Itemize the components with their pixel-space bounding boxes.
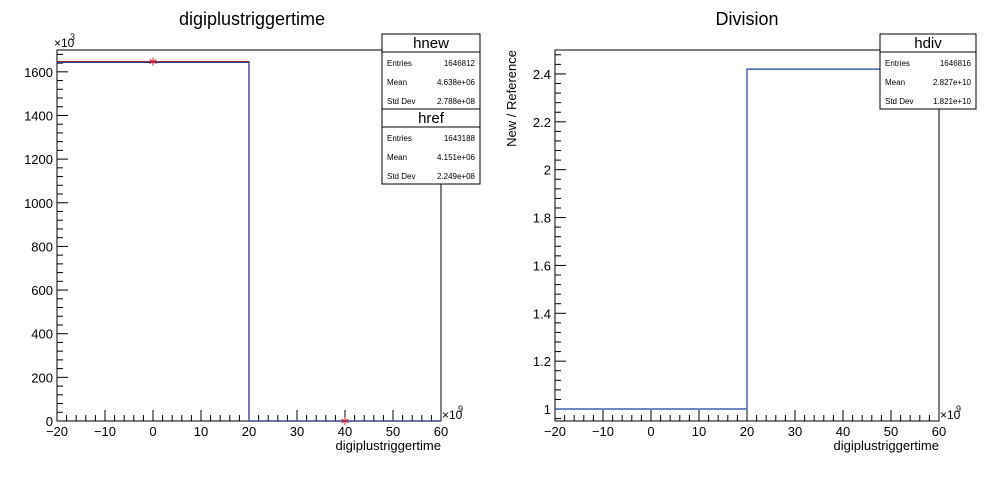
y-axis-label: New / Reference bbox=[504, 50, 519, 147]
x-tick-label: 50 bbox=[884, 424, 898, 439]
stats-value: 2.249e+08 bbox=[437, 172, 476, 181]
stats-value: 4.638e+06 bbox=[437, 78, 476, 87]
y-tick-label: 1 bbox=[544, 402, 551, 417]
stats-value: 1643188 bbox=[444, 134, 476, 143]
y-tick-label: 1400 bbox=[24, 108, 53, 123]
x-multiplier: ×10 bbox=[442, 408, 463, 422]
stats-label: Std Dev bbox=[387, 97, 415, 106]
chart-title: Division bbox=[715, 9, 778, 29]
y-tick-label: 2.2 bbox=[533, 115, 551, 130]
x-tick-label: 0 bbox=[647, 424, 654, 439]
marker-stroke bbox=[341, 418, 349, 424]
y-tick-label: 1.8 bbox=[533, 211, 551, 226]
x-tick-label: 10 bbox=[194, 424, 208, 439]
stats-box-name: hnew bbox=[413, 35, 449, 52]
y-multiplier-exponent: 3 bbox=[70, 32, 75, 42]
x-tick-label: −10 bbox=[592, 424, 614, 439]
stats-label: Entries bbox=[387, 59, 412, 68]
x-tick-label: −20 bbox=[46, 424, 68, 439]
stats-value: 1646812 bbox=[444, 59, 476, 68]
y-tick-label: 600 bbox=[31, 283, 53, 298]
x-tick-label: 20 bbox=[242, 424, 256, 439]
stats-label: Std Dev bbox=[885, 97, 913, 106]
y-tick-label: 2 bbox=[544, 163, 551, 178]
stats-label: Entries bbox=[885, 59, 910, 68]
stats-value: 1646816 bbox=[940, 59, 972, 68]
y-tick-label: 1200 bbox=[24, 152, 53, 167]
x-multiplier: ×10 bbox=[940, 408, 961, 422]
stats-box-name: hdiv bbox=[914, 35, 942, 52]
y-tick-label: 2.4 bbox=[533, 67, 551, 82]
y-multiplier: ×10 bbox=[54, 36, 75, 50]
x-multiplier-exponent: 9 bbox=[956, 404, 961, 414]
stats-label: Mean bbox=[387, 153, 407, 162]
stats-label: Entries bbox=[387, 134, 412, 143]
x-tick-label: 0 bbox=[149, 424, 156, 439]
x-tick-label: 30 bbox=[290, 424, 304, 439]
panel-division: Division −20 −10 0 10 20 30 40 50 60 1 1.2 1.4 1.6 1.8… bbox=[504, 9, 977, 453]
x-tick-label: 60 bbox=[434, 424, 448, 439]
y-tick-label: 1.6 bbox=[533, 258, 551, 273]
stats-value: 2.827e+10 bbox=[933, 78, 972, 87]
x-tick-label: 20 bbox=[740, 424, 754, 439]
x-axis-label: digiplustriggertime bbox=[336, 438, 442, 453]
x-tick-label: 60 bbox=[932, 424, 946, 439]
x-multiplier-exponent: 9 bbox=[458, 404, 463, 414]
stats-box-frame bbox=[381, 33, 481, 110]
y-tick-label: 200 bbox=[31, 370, 53, 385]
y-tick-label: 1.2 bbox=[533, 354, 551, 369]
y-tick-label: 1000 bbox=[24, 196, 53, 211]
series-hdiv bbox=[555, 68, 939, 410]
y-tick-label: 400 bbox=[31, 327, 53, 342]
stats-box-name: href bbox=[418, 110, 445, 127]
x-tick-label: 10 bbox=[692, 424, 706, 439]
x-tick-label: 30 bbox=[788, 424, 802, 439]
stats-box-frame bbox=[879, 33, 977, 110]
marker-stroke bbox=[149, 59, 157, 65]
stats-value: 1.821e+10 bbox=[933, 97, 972, 106]
stats-label: Mean bbox=[885, 78, 905, 87]
y-tick-label: 1600 bbox=[24, 65, 53, 80]
marker-hnew bbox=[149, 57, 157, 66]
y-tick-label: 0 bbox=[46, 414, 53, 429]
stats-value: 2.788e+08 bbox=[437, 97, 476, 106]
marker-hnew bbox=[341, 417, 349, 425]
stats-box-hdiv: hdiv Entries 1646816 Mean 2.827e+10 Std Dev 1.… bbox=[879, 33, 977, 110]
stats-label: Std Dev bbox=[387, 172, 415, 181]
panel-digiplustriggertime: digiplustriggertime−20 −10 0 10 20 30 40 50 6002… bbox=[24, 9, 481, 453]
x-tick-label: 40 bbox=[836, 424, 850, 439]
chart-title: digiplustriggertime bbox=[179, 9, 325, 29]
x-axis-label: digiplustriggertime bbox=[834, 438, 940, 453]
x-tick-label: −10 bbox=[94, 424, 116, 439]
stats-label: Mean bbox=[387, 78, 407, 87]
stats-value: 4.151e+06 bbox=[437, 153, 476, 162]
stats-box-href: href Entries 1643188 Mean 4.151e+06 Std Dev 2.… bbox=[381, 108, 481, 185]
x-tick-label: 40 bbox=[338, 424, 352, 439]
x-tick-label: 50 bbox=[386, 424, 400, 439]
stats-box-frame bbox=[381, 108, 481, 185]
y-tick-label: 1.4 bbox=[533, 306, 551, 321]
x-tick-label: −20 bbox=[544, 424, 566, 439]
y-tick-label: 800 bbox=[31, 239, 53, 254]
